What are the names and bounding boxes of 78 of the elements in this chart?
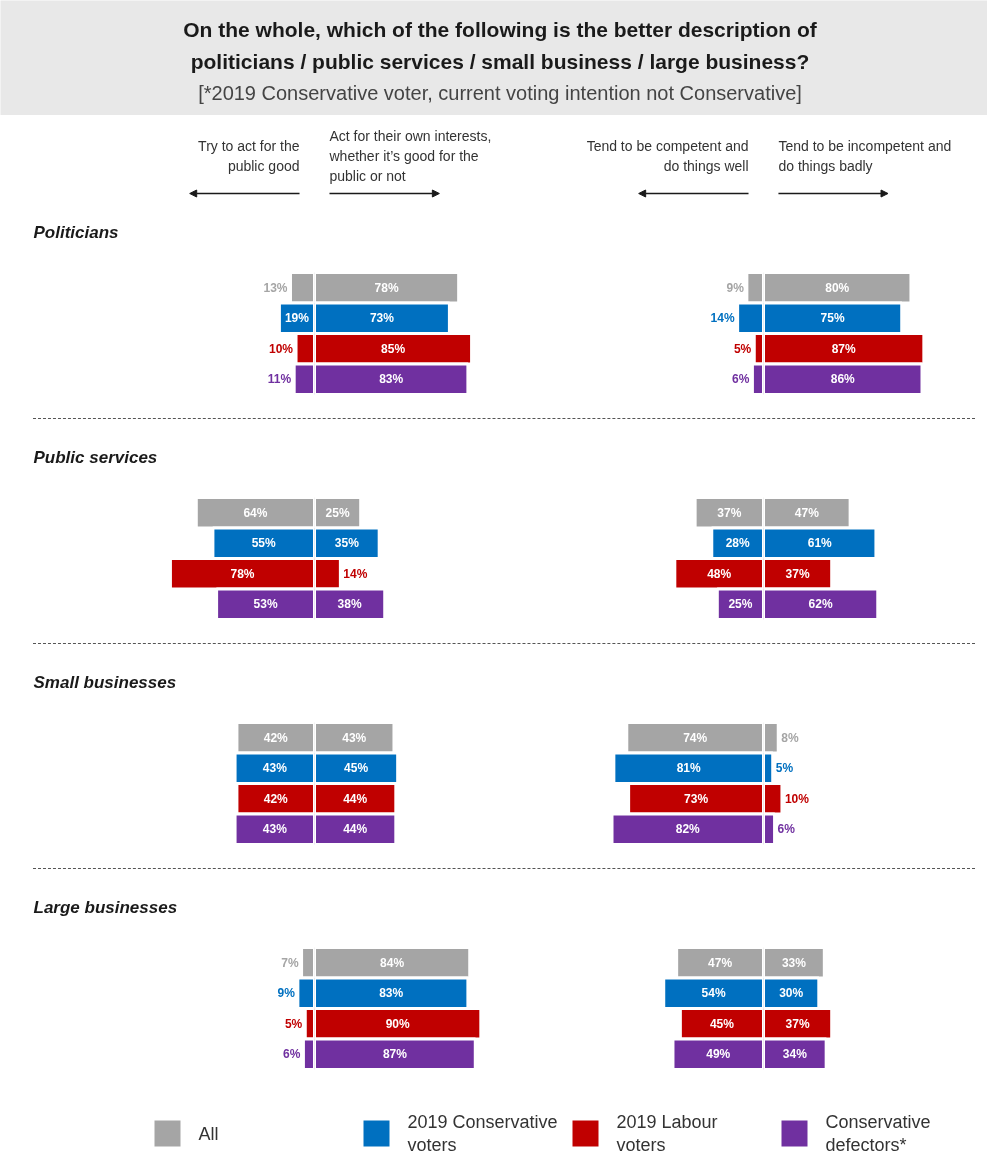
legend-label: 2019 Conservative voters [407, 1112, 558, 1155]
data-label: 45% [344, 761, 369, 776]
data-label: 7% [281, 955, 299, 970]
data-label: 81% [676, 761, 702, 776]
data-label: 6% [283, 1047, 301, 1062]
data-label: 35% [334, 536, 360, 551]
data-label: 62% [808, 597, 833, 612]
data-label: 9% [726, 280, 745, 295]
data-label: 78% [374, 280, 399, 295]
data-label: 33% [781, 955, 807, 970]
text: Try to act for the public good [198, 137, 300, 174]
data-label: 90% [385, 1016, 410, 1031]
data-label: 19% [284, 311, 310, 326]
data-label: 13% [263, 280, 288, 295]
text: Public services [33, 448, 158, 467]
data-label: 43% [262, 822, 288, 837]
data-label: 87% [831, 341, 857, 356]
data-label: 38% [337, 597, 362, 612]
data-label: 48% [707, 566, 732, 581]
text: On the whole, which of the following is the better description of politicians / public services / small business / large business? [183, 17, 818, 74]
data-label: 53% [253, 597, 278, 612]
data-label: 6% [777, 822, 796, 837]
data-label: 75% [820, 311, 845, 326]
data-label: 14% [343, 566, 368, 581]
data-label: 55% [251, 536, 277, 551]
data-label: 44% [343, 791, 368, 806]
data-label: 85% [381, 341, 406, 356]
data-label: 25% [325, 505, 350, 520]
legend-label: All [198, 1123, 219, 1144]
data-label: 5% [775, 761, 794, 776]
data-label: 37% [717, 505, 742, 520]
data-label: 54% [701, 986, 726, 1001]
data-label: 43% [262, 761, 288, 776]
text: [*2019 Conservative voter, current voting intention not Conservative] [198, 81, 802, 104]
data-label: 84% [380, 955, 405, 970]
data-label: 6% [732, 372, 750, 387]
data-label: 64% [243, 505, 268, 520]
data-label: 42% [263, 791, 289, 806]
data-label: 11% [267, 372, 292, 387]
data-label: 37% [785, 1016, 810, 1031]
text: Small businesses [33, 673, 177, 692]
data-label: 87% [382, 1047, 408, 1062]
legend-label: Conservative defectors* [825, 1112, 931, 1155]
data-label: 42% [263, 730, 289, 745]
data-label: 5% [733, 341, 752, 356]
data-label: 78% [230, 566, 255, 581]
legend-label: 2019 Labour voters [616, 1112, 718, 1155]
data-label: 44% [343, 822, 368, 837]
data-label: 73% [369, 311, 395, 326]
data-label: 74% [683, 730, 708, 745]
data-label: 83% [379, 986, 404, 1001]
data-label: 82% [675, 822, 701, 837]
data-label: 86% [830, 372, 856, 387]
data-label: 80% [825, 280, 850, 295]
data-label: 43% [342, 730, 367, 745]
data-label: 73% [684, 791, 709, 806]
data-label: 45% [709, 1016, 735, 1031]
text: Tend to be competent and do things well [586, 137, 749, 174]
data-label: 28% [725, 536, 750, 551]
data-label: 61% [807, 536, 833, 551]
data-label: 5% [284, 1016, 303, 1031]
data-label: 8% [781, 730, 799, 745]
text: Act for their own interests, whether it’s good for the public or not [328, 127, 492, 184]
chart-title: Politicians [33, 223, 119, 242]
data-label: 10% [269, 341, 294, 356]
data-label: 25% [728, 597, 753, 612]
data-label: 9% [277, 986, 296, 1001]
data-label: 14% [710, 311, 735, 326]
data-label: 47% [708, 955, 733, 970]
data-label: 34% [782, 1047, 808, 1062]
data-label: 83% [379, 372, 404, 387]
data-label: 30% [779, 986, 804, 1001]
data-label: 49% [706, 1047, 731, 1062]
data-label: 37% [785, 566, 810, 581]
text: Tend to be incompetent and do things badly [778, 137, 952, 174]
text: Large businesses [33, 898, 178, 917]
data-label: 47% [794, 505, 820, 520]
data-label: 10% [784, 791, 810, 806]
